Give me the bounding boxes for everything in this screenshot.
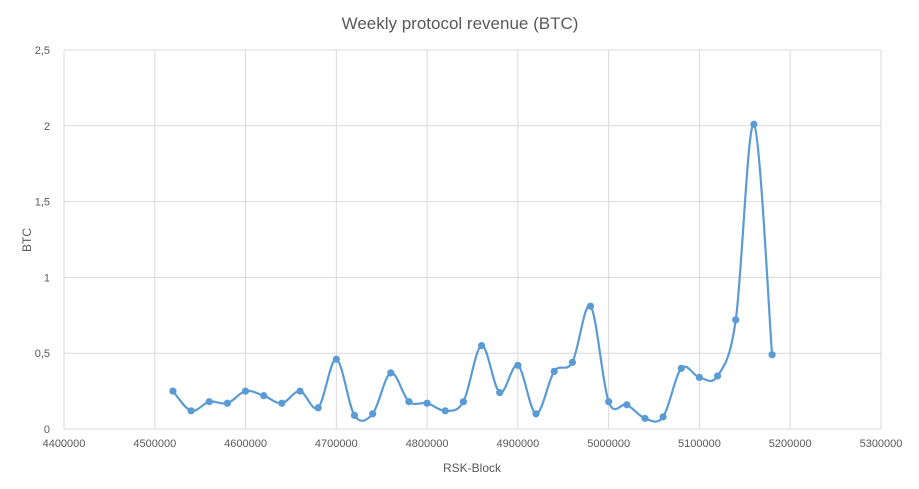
y-tick-label: 2,5 bbox=[35, 45, 50, 57]
data-point[interactable] bbox=[732, 316, 740, 324]
series-line bbox=[171, 123, 774, 423]
data-point[interactable] bbox=[586, 302, 595, 310]
series-group bbox=[169, 120, 776, 423]
data-point[interactable] bbox=[296, 387, 304, 395]
y-tick-label: 0 bbox=[44, 424, 50, 436]
data-point[interactable] bbox=[405, 398, 413, 406]
data-point[interactable] bbox=[205, 398, 213, 406]
data-point[interactable] bbox=[314, 404, 322, 412]
data-point[interactable] bbox=[641, 414, 649, 422]
data-point[interactable] bbox=[459, 398, 468, 406]
x-axis-label: RSK-Block bbox=[443, 461, 502, 475]
x-tick-label: 4500000 bbox=[133, 438, 176, 450]
data-point[interactable] bbox=[423, 399, 431, 407]
data-point[interactable] bbox=[350, 411, 359, 419]
data-point[interactable] bbox=[332, 355, 340, 363]
gridlines bbox=[63, 49, 882, 430]
data-point[interactable] bbox=[623, 401, 631, 409]
data-point[interactable] bbox=[677, 364, 685, 372]
y-axis-label: BTC bbox=[20, 228, 34, 252]
y-axis-ticks: 0 0,5 1 1,5 2 2,5 bbox=[35, 45, 50, 436]
data-point[interactable] bbox=[260, 392, 268, 400]
x-tick-label: 5200000 bbox=[769, 438, 812, 450]
data-point[interactable] bbox=[659, 413, 667, 421]
data-point[interactable] bbox=[187, 407, 195, 415]
y-tick-label: 1,5 bbox=[35, 197, 50, 209]
data-point[interactable] bbox=[532, 410, 540, 418]
data-point[interactable] bbox=[369, 410, 377, 418]
y-tick-label: 1 bbox=[44, 272, 50, 284]
y-tick-label: 0,5 bbox=[35, 348, 50, 360]
data-point[interactable] bbox=[568, 358, 576, 366]
data-point[interactable] bbox=[605, 398, 613, 406]
data-point[interactable] bbox=[496, 389, 504, 397]
data-point[interactable] bbox=[477, 342, 486, 350]
data-point[interactable] bbox=[223, 399, 231, 407]
data-point[interactable] bbox=[514, 361, 522, 369]
data-point[interactable] bbox=[387, 369, 395, 377]
x-tick-label: 4600000 bbox=[224, 438, 267, 450]
y-tick-label: 2 bbox=[44, 121, 50, 133]
x-tick-label: 5000000 bbox=[587, 438, 630, 450]
data-point[interactable] bbox=[278, 399, 286, 407]
data-point[interactable] bbox=[768, 351, 776, 359]
data-point[interactable] bbox=[750, 120, 758, 128]
data-point[interactable] bbox=[550, 367, 558, 375]
x-tick-label: 4800000 bbox=[406, 438, 449, 450]
data-point[interactable] bbox=[441, 407, 449, 415]
x-tick-label: 4700000 bbox=[315, 438, 358, 450]
data-point[interactable] bbox=[714, 372, 722, 380]
x-axis-ticks: 4400000 4500000 4600000 4700000 4800000 49000… bbox=[43, 438, 903, 450]
data-point[interactable] bbox=[695, 373, 704, 382]
x-tick-label: 5300000 bbox=[860, 438, 903, 450]
x-tick-label: 4900000 bbox=[496, 438, 539, 450]
data-point[interactable] bbox=[169, 387, 177, 395]
data-point[interactable] bbox=[241, 387, 250, 395]
x-tick-label: 4400000 bbox=[43, 438, 86, 450]
x-tick-label: 5100000 bbox=[678, 438, 721, 450]
chart-title: Weekly protocol revenue (BTC) bbox=[342, 14, 579, 33]
